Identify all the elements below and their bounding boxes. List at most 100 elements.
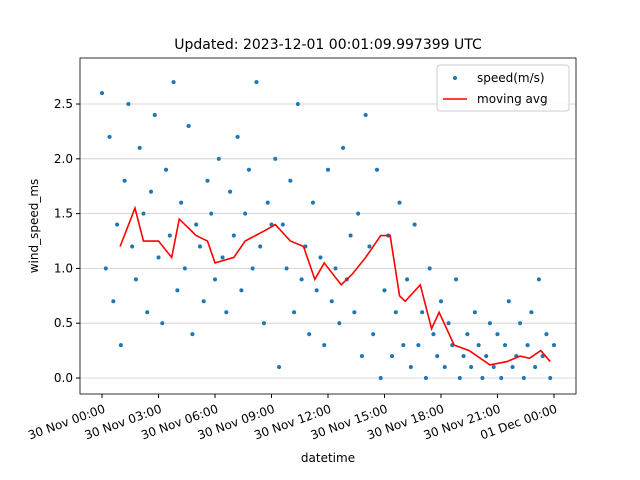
scatter-point [133, 276, 139, 282]
scatter-point [400, 342, 406, 348]
scatter-point [295, 101, 301, 107]
scatter-point [494, 331, 501, 337]
scatter-point [223, 309, 229, 315]
scatter-point [415, 342, 421, 348]
scatter-point [110, 298, 116, 304]
scatter-point [114, 222, 120, 228]
scatter-point [457, 375, 463, 381]
scatter-point [122, 178, 128, 184]
scatter-point [419, 309, 425, 315]
y-axis-label: wind_speed_ms [27, 179, 41, 274]
scatter-point [219, 254, 226, 261]
scatter-point [280, 222, 286, 228]
scatter-point [216, 156, 222, 162]
legend-label: speed(m/s) [477, 71, 545, 85]
scatter-point [238, 287, 244, 293]
y-tick-label: 0.0 [54, 371, 73, 385]
scatter-point [284, 265, 290, 271]
legend-label: moving avg [477, 92, 548, 106]
scatter-point [148, 189, 154, 195]
y-tick-label: 0.5 [54, 316, 73, 330]
scatter-point [306, 331, 312, 337]
scatter-point [453, 276, 459, 282]
scatter-point [509, 364, 516, 370]
scatter-point [348, 232, 354, 239]
scatter-point [317, 254, 324, 261]
scatter-point [287, 178, 293, 184]
scatter-point [125, 101, 131, 107]
scatter-point [155, 254, 162, 261]
scatter-point [381, 287, 388, 293]
scatter-point [528, 309, 534, 315]
scatter-point [366, 243, 372, 250]
scatter-point [167, 232, 173, 239]
scatter-point [144, 309, 150, 315]
plot-frame [79, 57, 577, 395]
scatter-point [351, 309, 357, 315]
scatter-point [517, 320, 523, 326]
scatter-point [389, 353, 395, 359]
scatter-point [427, 265, 433, 271]
scatter-point [408, 364, 414, 370]
x-axis-label: datetime [301, 451, 355, 465]
scatter-point [159, 320, 165, 326]
legend-box [436, 64, 570, 112]
scatter-point [163, 167, 169, 173]
y-tick-label: 1.0 [54, 261, 73, 275]
scatter-point [152, 112, 158, 118]
scatter-point [547, 375, 553, 381]
scatter-point [445, 320, 452, 326]
scatter-point [476, 342, 482, 348]
scatter-point [329, 298, 335, 304]
scatter-point [491, 364, 497, 370]
scatter-point [276, 364, 282, 370]
scatter-point [171, 79, 177, 85]
chart-title: Updated: 2023-12-01 00:01:09.997399 UTC [174, 37, 482, 53]
scatter-point [189, 331, 195, 337]
scatter-point [502, 342, 508, 348]
scatter-point [193, 222, 199, 228]
scatter-point [374, 167, 380, 173]
scatter-point [464, 331, 470, 337]
scatter-point [325, 167, 331, 173]
scatter-point [186, 123, 192, 129]
scatter-point [359, 353, 365, 359]
scatter-point [438, 298, 444, 304]
scatter-point [129, 243, 135, 250]
scatter-point [393, 309, 399, 315]
scatter-point [551, 342, 557, 348]
scatter-point [461, 353, 467, 359]
scatter-point [272, 156, 278, 162]
scatter-point [235, 134, 241, 140]
scatter-point [521, 375, 527, 381]
scatter-point [227, 189, 233, 195]
y-tick-label: 2.0 [54, 152, 73, 166]
y-tick-label: 2.5 [54, 97, 73, 111]
scatter-point [423, 375, 429, 381]
scatter-point [543, 331, 549, 337]
scatter-point [137, 145, 143, 151]
scatter-point [257, 243, 263, 250]
line [119, 205, 551, 366]
scatter-point [404, 276, 410, 282]
scatter-point [291, 309, 297, 315]
scatter-point [332, 265, 339, 271]
scatter-point [472, 309, 478, 315]
scatter-point [299, 276, 305, 282]
scatter-point [479, 375, 485, 381]
scatter-point [468, 364, 474, 370]
scatter-point [178, 200, 184, 206]
scatter-point [442, 364, 448, 370]
scatter-point [487, 320, 493, 326]
scatter-point [412, 222, 418, 228]
scatter-point [483, 353, 489, 359]
scatter-point [253, 79, 259, 85]
legend-marker [452, 75, 458, 81]
scatter-point [107, 134, 113, 140]
scatter-point [201, 298, 207, 304]
scatter-point [182, 265, 188, 271]
scatter-point [208, 211, 214, 217]
scatter-point [434, 353, 440, 359]
scatter-point [525, 342, 531, 348]
